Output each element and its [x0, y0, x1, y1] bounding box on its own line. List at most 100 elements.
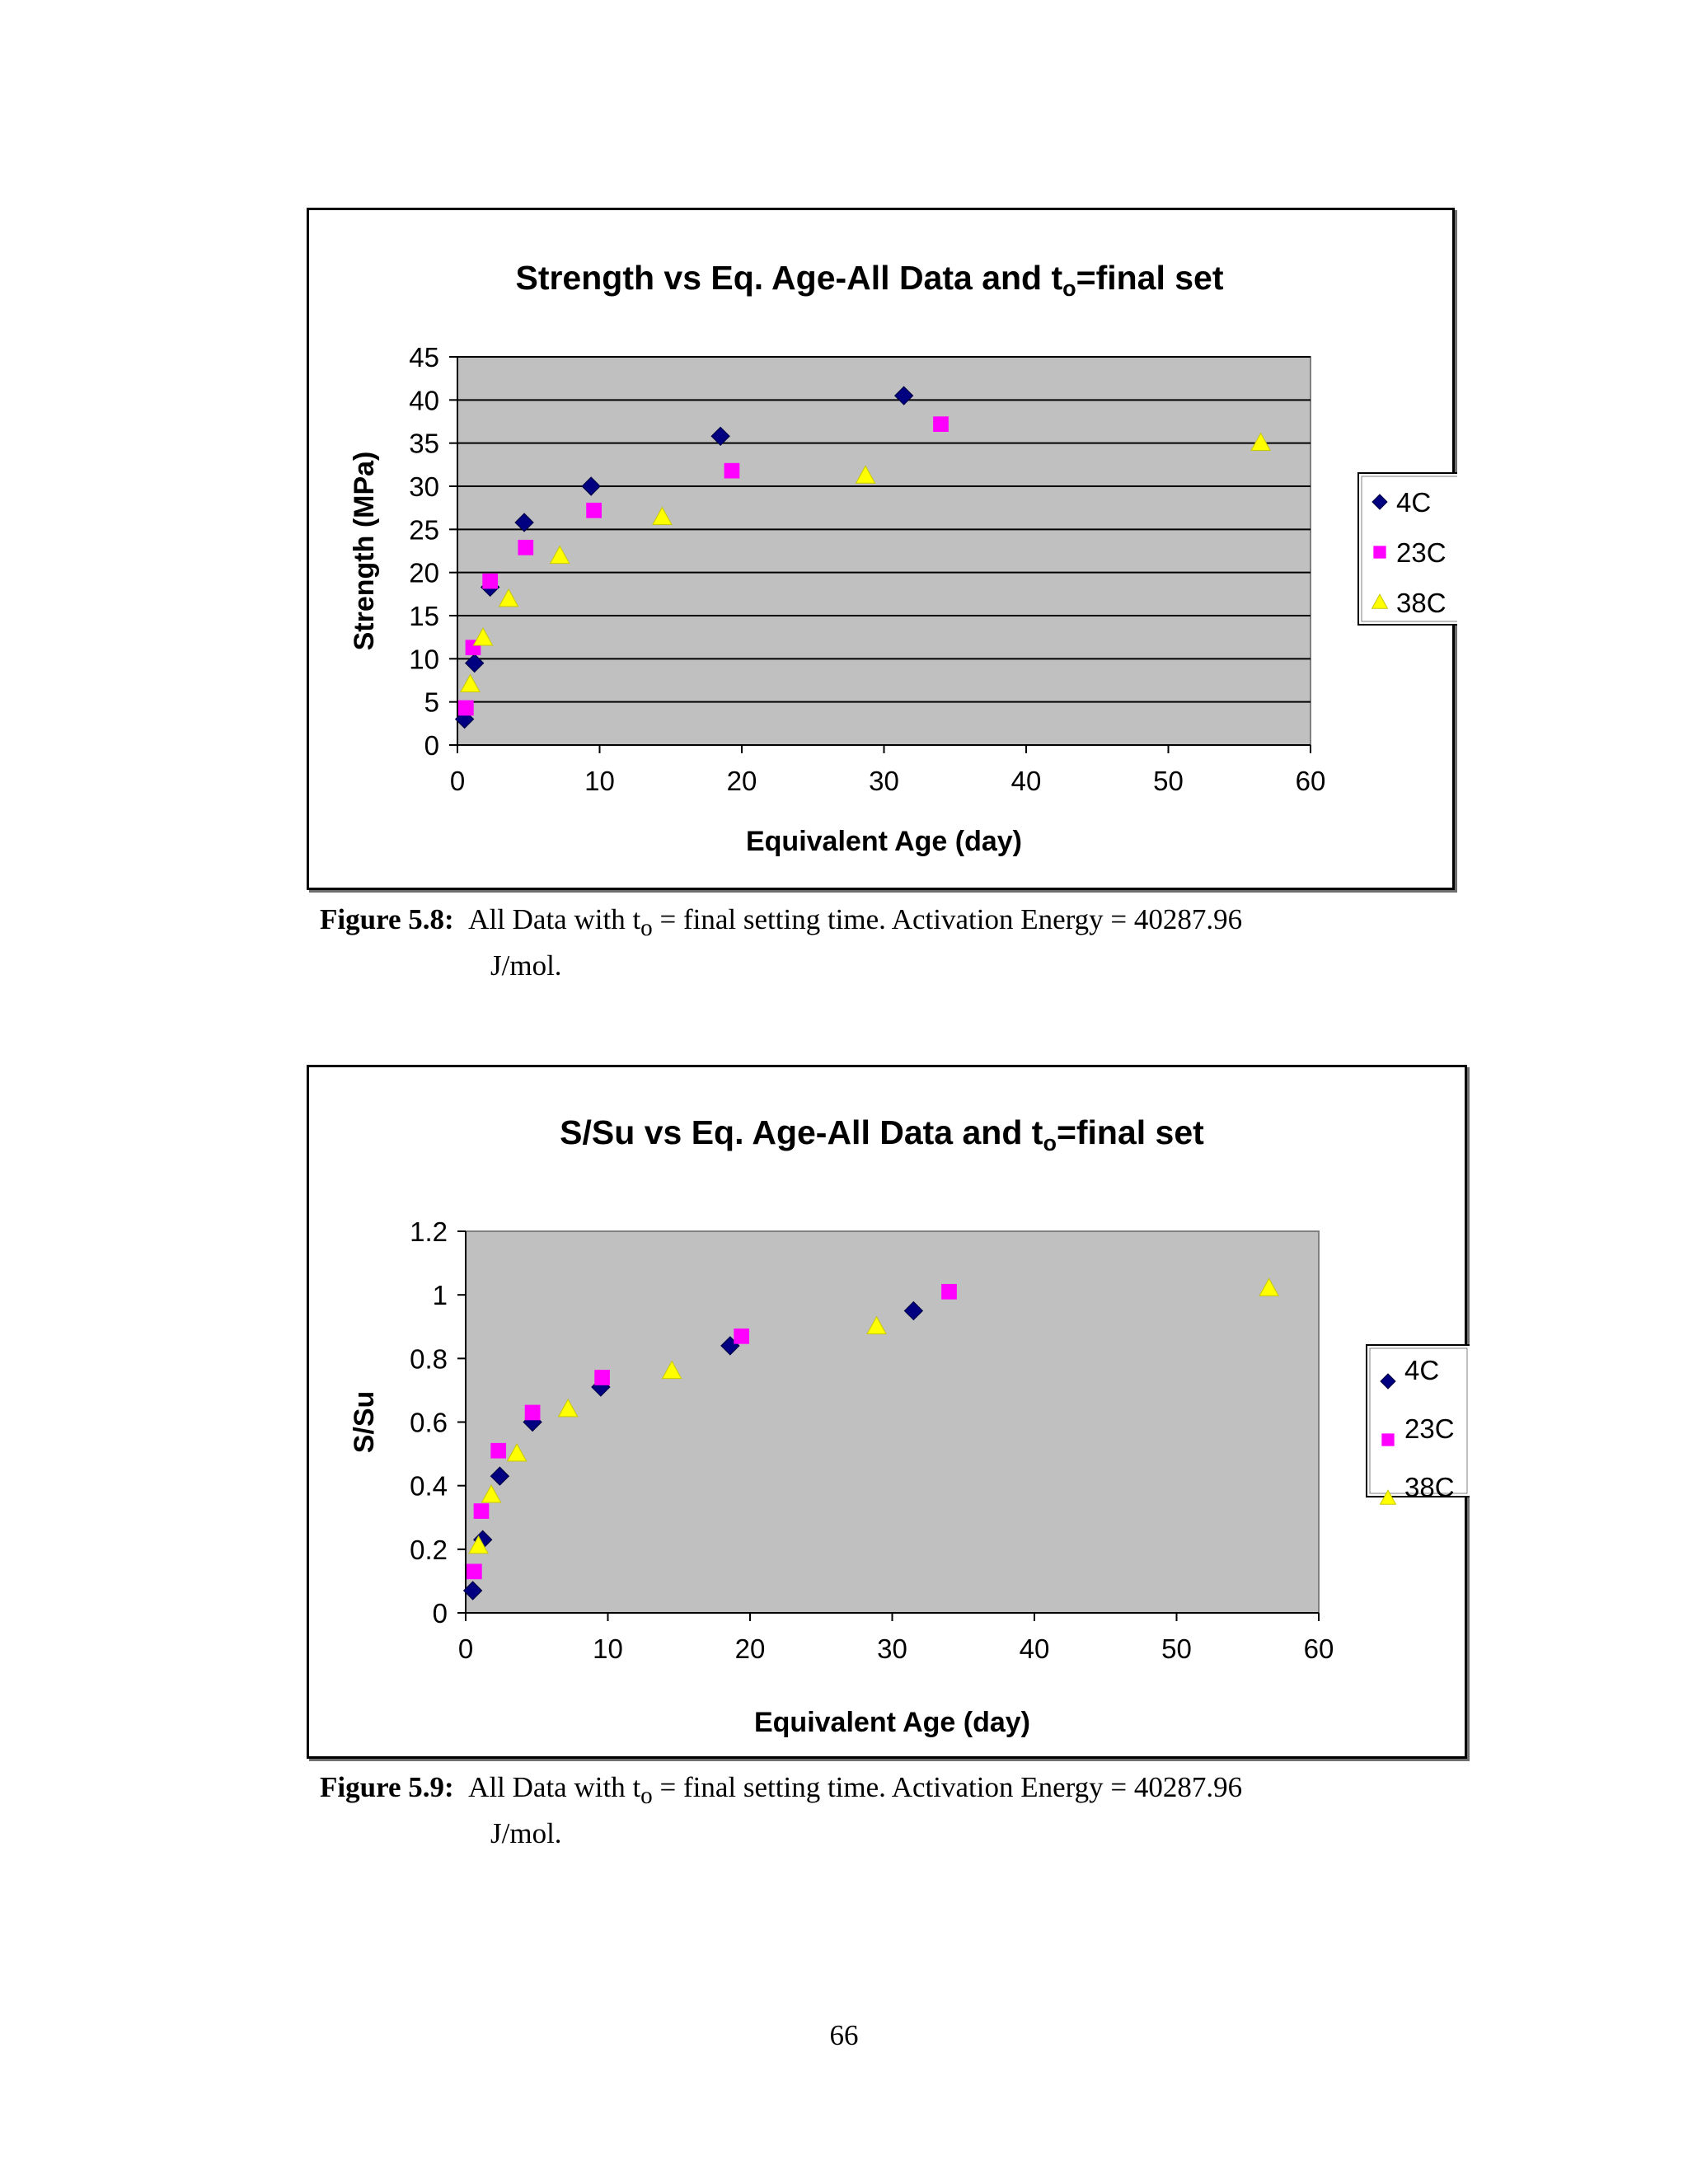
legend-label: 23C — [1396, 537, 1447, 568]
data-point-23C — [594, 1370, 610, 1385]
page-number: 66 — [829, 2019, 859, 2051]
y-tick-label: 10 — [409, 644, 439, 674]
x-tick-label: 10 — [584, 766, 615, 796]
data-point-23C — [490, 1442, 507, 1459]
data-point-38C — [506, 1442, 528, 1462]
data-point-38C — [557, 1398, 579, 1418]
y-tick-label: 0 — [424, 730, 439, 761]
y-tick-label: 20 — [409, 558, 439, 588]
legend-inner-border — [1361, 476, 1457, 622]
data-point-4C — [462, 1581, 483, 1601]
data-point-23C — [482, 573, 499, 589]
data-point-23C — [518, 539, 534, 555]
strength-chart-svg: Strength vs Eq. Age-All Data and to=fina… — [349, 259, 1457, 857]
data-point-4C — [581, 476, 601, 496]
data-point-38C — [661, 1360, 682, 1380]
y-axis-label: Strength (MPa) — [349, 452, 380, 651]
x-tick-label: 10 — [593, 1633, 623, 1664]
data-point-23C — [473, 1503, 490, 1519]
x-tick-label: 50 — [1161, 1633, 1192, 1664]
legend-box — [1357, 472, 1457, 626]
y-tick-label: 5 — [424, 687, 439, 718]
data-point-23C — [933, 416, 949, 432]
y-tick-label: 0.6 — [410, 1408, 448, 1438]
caption-text: All Data with t — [468, 1771, 641, 1803]
data-point-4C — [514, 513, 534, 532]
figure-5-9-caption: Figure 5.9: All Data with to = final set… — [320, 1769, 1474, 1853]
caption-subscript: o — [640, 915, 653, 941]
plot-area — [465, 1230, 1320, 1614]
legend-marker-38C — [1371, 593, 1389, 609]
caption-text: All Data with t — [468, 903, 641, 935]
legend-label: 23C — [1404, 1413, 1455, 1444]
x-tick-label: 60 — [1304, 1633, 1334, 1664]
y-tick-label: 0.4 — [410, 1471, 448, 1502]
data-point-4C — [710, 426, 730, 447]
y-tick-label: 35 — [409, 429, 439, 459]
x-axis-label: Equivalent Age (day) — [746, 826, 1022, 857]
x-axis-label: Equivalent Age (day) — [754, 1707, 1030, 1738]
x-tick-label: 0 — [450, 766, 465, 796]
caption-subscript: o — [640, 1783, 653, 1809]
data-point-38C — [468, 1535, 489, 1554]
data-point-23C — [524, 1404, 541, 1421]
y-tick-label: 0.2 — [410, 1535, 448, 1565]
x-tick-label: 50 — [1153, 766, 1184, 796]
data-point-4C — [903, 1301, 924, 1321]
legend-marker-23C — [1381, 1433, 1395, 1446]
data-point-38C — [1250, 432, 1272, 451]
data-point-23C — [458, 700, 474, 716]
strength-chart: Strength vs Eq. Age-All Data and to=fina… — [307, 208, 1457, 890]
y-tick-label: 1.2 — [410, 1216, 448, 1247]
caption-label: Figure 5.9: — [320, 1771, 454, 1803]
legend-label: 38C — [1396, 588, 1447, 618]
data-point-38C — [481, 1484, 502, 1503]
y-tick-label: 40 — [409, 385, 439, 415]
caption-line2: J/mol. — [490, 1817, 562, 1849]
data-point-38C — [472, 627, 494, 646]
legend-marker-4C — [1372, 494, 1388, 510]
data-point-23C — [724, 462, 740, 479]
ssu-chart: S/Su vs Eq. Age-All Data and to=final se… — [307, 1065, 1470, 1759]
x-tick-label: 20 — [735, 1633, 766, 1664]
y-tick-label: 25 — [409, 514, 439, 545]
y-tick-label: 1 — [433, 1280, 448, 1310]
legend-box — [1366, 1344, 1470, 1497]
x-tick-label: 0 — [458, 1633, 473, 1664]
caption-label: Figure 5.8: — [320, 903, 454, 935]
chart-title: S/Su vs Eq. Age-All Data and to=final se… — [560, 1113, 1204, 1155]
legend-inner-border — [1369, 1347, 1468, 1494]
caption-text-after: = final setting time. Activation Energy … — [652, 903, 1243, 935]
data-point-38C — [866, 1315, 887, 1335]
x-tick-label: 60 — [1296, 766, 1326, 796]
data-point-23C — [734, 1328, 749, 1344]
data-point-38C — [460, 673, 481, 693]
legend-marker-38C — [1379, 1489, 1397, 1505]
data-point-4C — [893, 386, 914, 405]
x-tick-label: 40 — [1020, 1633, 1050, 1664]
data-point-4C — [490, 1466, 510, 1486]
data-point-38C — [652, 506, 673, 525]
legend-marker-4C — [1380, 1373, 1396, 1390]
data-point-38C — [549, 545, 570, 565]
x-tick-label: 30 — [877, 1633, 907, 1664]
y-tick-label: 15 — [409, 601, 439, 631]
data-point-38C — [855, 465, 876, 484]
y-tick-label: 0.8 — [410, 1343, 448, 1374]
legend-label: 38C — [1404, 1472, 1455, 1502]
caption-line2: J/mol. — [490, 949, 562, 982]
chart-title: Strength vs Eq. Age-All Data and to=fina… — [515, 259, 1223, 301]
figure-5-8-caption: Figure 5.8: All Data with to = final set… — [320, 901, 1474, 985]
ssu-chart-svg: S/Su vs Eq. Age-All Data and to=final se… — [349, 1113, 1470, 1738]
data-point-38C — [1259, 1277, 1280, 1296]
x-tick-label: 30 — [869, 766, 899, 796]
data-point-23C — [941, 1283, 957, 1300]
y-tick-label: 0 — [433, 1598, 448, 1629]
data-point-38C — [498, 588, 519, 607]
data-point-23C — [467, 1563, 482, 1580]
legend-marker-23C — [1373, 546, 1386, 559]
data-point-23C — [586, 502, 602, 518]
plot-area — [457, 356, 1311, 746]
x-tick-label: 40 — [1011, 766, 1042, 796]
x-tick-label: 20 — [727, 766, 757, 796]
